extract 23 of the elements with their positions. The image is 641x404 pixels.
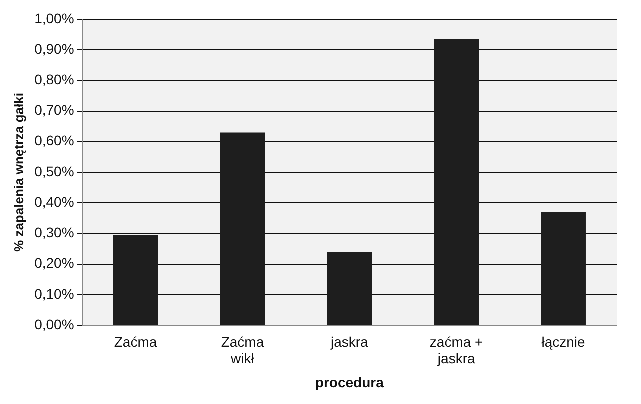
y-tick-label: 0,70% xyxy=(34,102,74,118)
y-tick-label: 0,50% xyxy=(34,163,74,180)
x-tick-label: Zaćma xyxy=(114,334,158,350)
x-tick-label: Zaćma wikł xyxy=(221,334,264,367)
y-tick-label: 0,90% xyxy=(34,40,74,57)
y-tick-label: 0,80% xyxy=(34,72,74,88)
y-tick-label: 1,00% xyxy=(34,10,74,26)
x-tick-label: łącznie xyxy=(542,334,586,350)
x-tick-label: zaćma + jaskra xyxy=(430,334,484,367)
y-tick-label: 0,40% xyxy=(34,194,74,210)
bar xyxy=(541,212,586,326)
bar xyxy=(113,235,158,326)
y-tick-label: 0,00% xyxy=(34,316,74,332)
bar xyxy=(434,39,480,326)
y-tick-label: 0,60% xyxy=(34,132,74,149)
y-tick-label: 0,10% xyxy=(34,286,74,302)
bar xyxy=(327,252,372,326)
bar xyxy=(220,132,266,326)
y-tick-label: 0,20% xyxy=(34,255,74,272)
x-axis-title: procedura xyxy=(315,374,384,390)
y-axis-title: % zapalenia wnętrza gałki xyxy=(11,93,26,252)
y-tick-label: 0,30% xyxy=(34,224,74,241)
x-tick-label: jaskra xyxy=(330,334,369,350)
